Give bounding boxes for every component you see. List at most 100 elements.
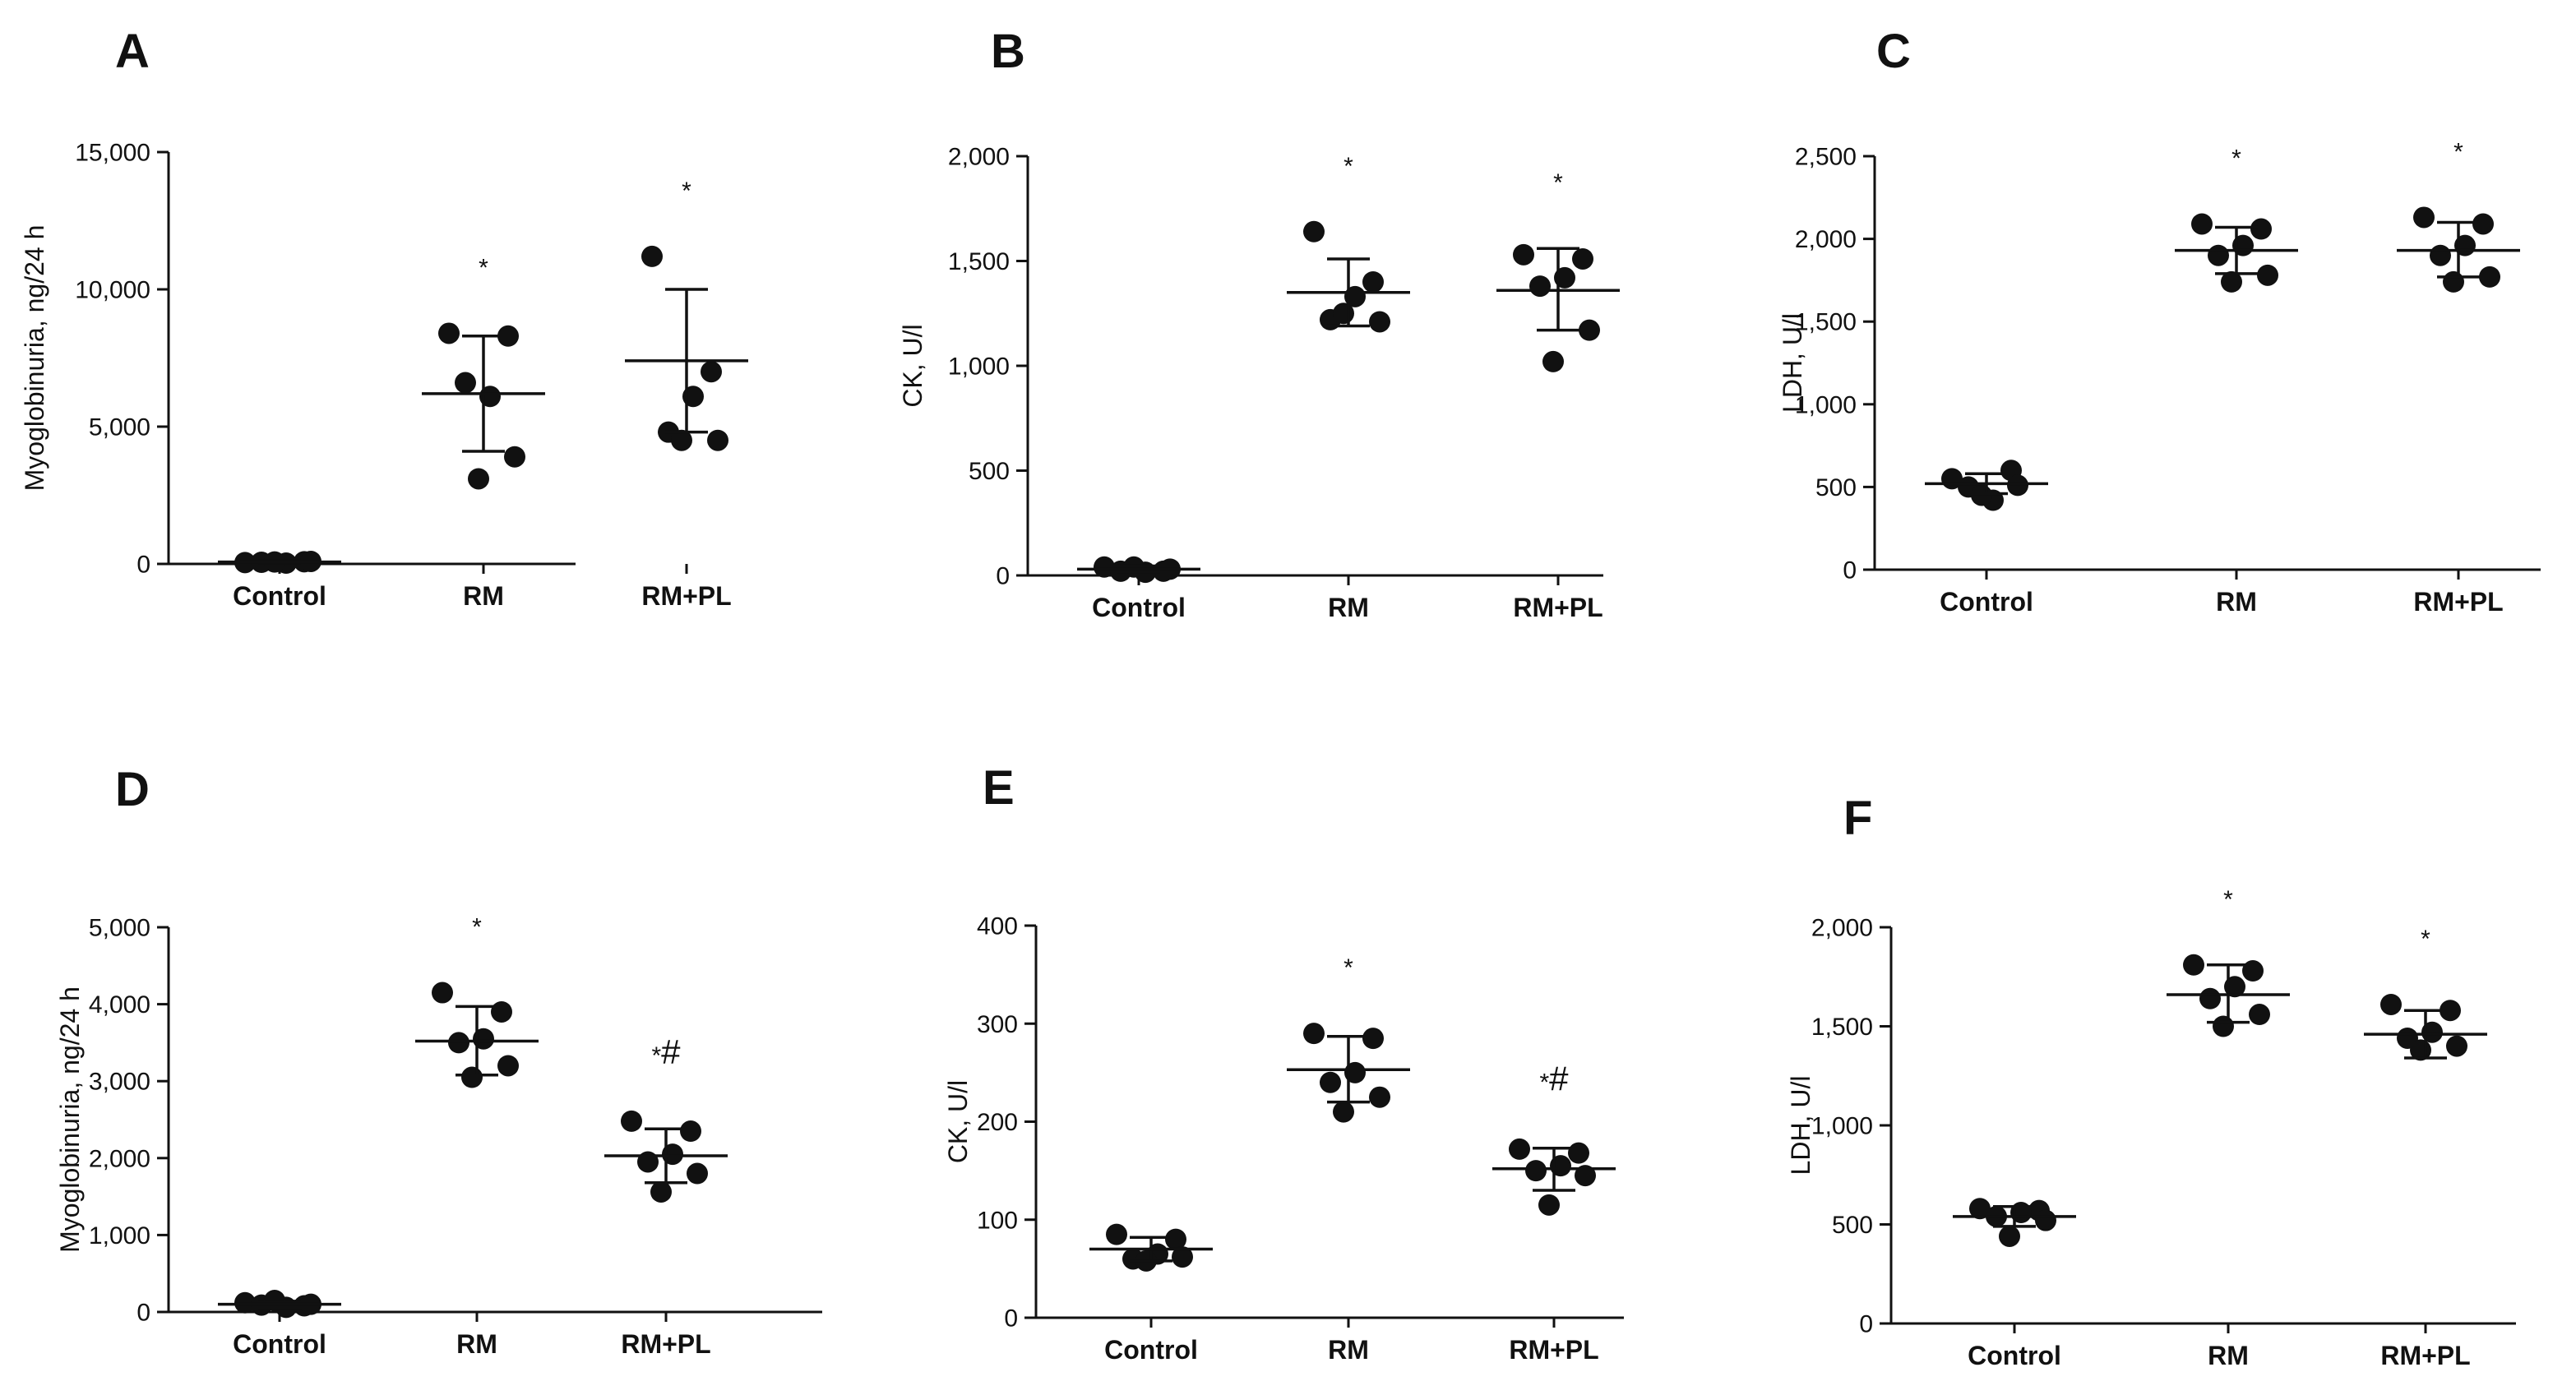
- y-axis-label: Myoglobinuria, ng/24 h: [20, 225, 49, 492]
- y-axis-label: CK, U/l: [898, 324, 927, 407]
- x-tick-label: RM: [463, 581, 504, 611]
- y-tick-label: 0: [136, 552, 150, 579]
- x-tick-label: RM+PL: [641, 581, 731, 611]
- y-tick-label: 3,000: [89, 1069, 150, 1096]
- data-point: [2183, 954, 2204, 976]
- data-point: [1362, 271, 1384, 293]
- data-point: [432, 982, 453, 1004]
- y-tick-label: 0: [1859, 1311, 1873, 1338]
- significance-marker: *: [2421, 926, 2430, 953]
- data-point: [1369, 1086, 1390, 1108]
- data-point: [671, 429, 692, 451]
- data-point: [1333, 303, 1354, 325]
- y-tick-label: 15,000: [75, 140, 150, 167]
- y-tick-label: 2,000: [89, 1145, 150, 1172]
- x-tick-label: Control: [1104, 1335, 1198, 1365]
- data-point: [2213, 1015, 2234, 1037]
- data-point: [1303, 220, 1325, 243]
- panel-f: F LDH, U/l 0 500 1,000 1,500 2,000 Control RM RM+…: [1786, 792, 2516, 1370]
- data-point: [2472, 213, 2494, 235]
- y-axis-label: LDH, U/l: [1778, 313, 1807, 413]
- data-point: [438, 322, 460, 344]
- y-tick-label: 100: [977, 1207, 1018, 1234]
- y-tick-label: 500: [969, 458, 1010, 485]
- data-point: [1172, 1246, 1193, 1268]
- data-point: [1568, 1142, 1589, 1164]
- y-tick-label: 0: [996, 563, 1010, 590]
- data-point: [707, 429, 728, 451]
- data-point: [2249, 1004, 2270, 1026]
- significance-marker: *: [1553, 169, 1563, 196]
- data-point: [1529, 275, 1551, 298]
- data-point: [2380, 993, 2402, 1015]
- x-tick-label: RM: [456, 1329, 497, 1359]
- data-point: [1538, 1194, 1560, 1216]
- y-tick-label: 1,000: [89, 1222, 150, 1249]
- y-tick-label: 400: [977, 913, 1018, 940]
- data-point: [1999, 1225, 2020, 1247]
- panel-letter: D: [115, 763, 150, 816]
- y-tick-label: 1,000: [948, 353, 1010, 381]
- panel-letter: A: [115, 25, 150, 78]
- y-axis-label: CK, U/l: [943, 1080, 973, 1163]
- panel-b: B CK, U/l 0 500 1,000 1,500 2,000 Control RM RM+P…: [898, 25, 1620, 622]
- panel-letter: F: [1843, 792, 1872, 845]
- data-point: [461, 1066, 483, 1088]
- y-tick-label: 500: [1832, 1212, 1873, 1239]
- significance-marker: *: [479, 254, 488, 281]
- panel-a: A Myoglobinuria, ng/24 h 0 5,000 10,000 15,00…: [20, 25, 748, 611]
- y-tick-label: 500: [1815, 474, 1857, 501]
- data-point: [504, 446, 525, 468]
- data-point: [455, 372, 476, 394]
- x-tick-label: RM: [1328, 593, 1369, 622]
- data-point: [1575, 1165, 1596, 1187]
- significance-marker: *: [2223, 886, 2233, 913]
- x-tick-label: RM+PL: [1513, 593, 1602, 622]
- y-tick-label: 1,000: [1795, 391, 1857, 418]
- x-tick-label: RM+PL: [2380, 1341, 2470, 1370]
- y-tick-label: 1,500: [1811, 1014, 1873, 1041]
- data-point: [1362, 1028, 1384, 1050]
- x-tick-label: RM+PL: [621, 1329, 710, 1359]
- y-axis-label: LDH, U/l: [1786, 1076, 1815, 1176]
- panel-letter: E: [983, 761, 1015, 815]
- y-tick-label: 2,000: [1811, 915, 1873, 942]
- x-tick-label: Control: [1940, 587, 2033, 617]
- data-point: [2242, 960, 2264, 982]
- data-point: [1509, 1138, 1530, 1160]
- y-tick-label: 0: [136, 1300, 150, 1327]
- data-point: [2250, 218, 2272, 240]
- data-point: [1303, 1023, 1325, 1045]
- significance-marker: *: [472, 914, 482, 941]
- x-tick-label: RM: [2208, 1341, 2249, 1370]
- x-tick-label: RM+PL: [2413, 587, 2503, 617]
- data-point: [680, 1120, 701, 1143]
- data-point: [491, 1000, 512, 1023]
- data-point: [1513, 243, 1534, 266]
- y-tick-label: 2,000: [948, 144, 1010, 171]
- data-point: [1572, 247, 1593, 270]
- panel-e: E CK, U/l 0 100 200 300 400 Control RM RM+PL * *#: [943, 761, 1624, 1365]
- y-tick-label: 1,000: [1811, 1113, 1873, 1140]
- data-point: [234, 1291, 256, 1314]
- data-point: [1106, 1223, 1127, 1245]
- data-point: [2035, 1209, 2056, 1231]
- x-tick-label: Control: [1968, 1341, 2061, 1370]
- y-tick-label: 0: [1843, 557, 1857, 584]
- data-point: [2440, 1000, 2461, 1022]
- data-point: [1579, 319, 1600, 341]
- y-tick-label: 1,500: [1795, 309, 1857, 336]
- data-point: [497, 325, 519, 347]
- x-tick-label: RM+PL: [1509, 1335, 1598, 1365]
- panel-d: D Myoglobinuria, ng/24 h 0 1,000 2,000 3,000 4…: [55, 763, 822, 1359]
- data-point: [2479, 266, 2500, 288]
- data-point: [2257, 264, 2278, 286]
- data-point: [2413, 206, 2435, 229]
- significance-marker: *#: [1539, 1060, 1569, 1098]
- data-point: [2446, 1035, 2467, 1057]
- y-tick-label: 5,000: [89, 414, 150, 441]
- significance-marker: *: [682, 178, 691, 205]
- data-point: [701, 361, 722, 383]
- data-point: [1971, 484, 1992, 506]
